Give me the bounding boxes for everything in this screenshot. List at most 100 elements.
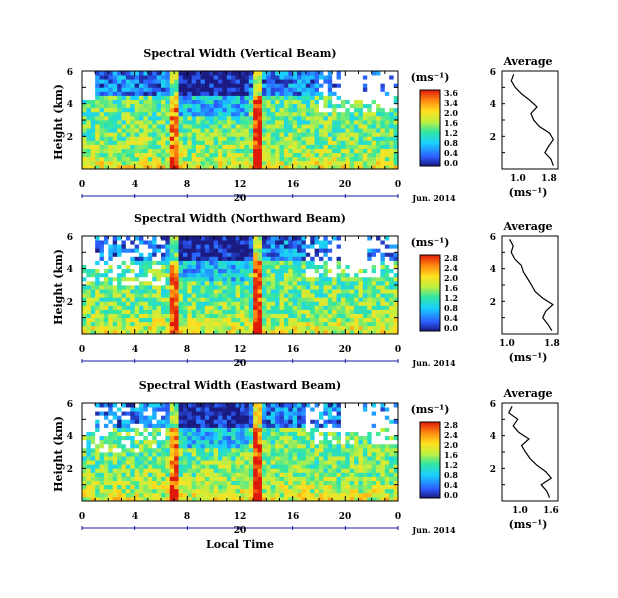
heatmap-cell [191,136,197,141]
heatmap-cell [161,132,166,137]
heatmap-cell [174,140,179,145]
heatmap-cell [182,136,188,141]
heatmap-cell [292,435,298,441]
heatmap-cell [231,452,237,457]
heatmap-cell [393,132,399,137]
heatmap-cell [178,427,184,432]
heatmap-cell [345,107,351,113]
heatmap-cell [117,472,122,477]
heatmap-cell [270,411,276,416]
heatmap-cell [165,248,171,253]
heatmap-cell [266,313,272,319]
heatmap-cell [253,309,258,314]
heatmap-cell [292,71,298,76]
heatmap-cell [327,325,333,331]
heatmap-cell [301,407,307,412]
heatmap-cell [169,452,175,457]
heatmap-cell [182,148,188,154]
heatmap-cell [191,435,197,441]
heatmap-cell [130,492,136,498]
heatmap-cell [196,103,201,109]
heatmap-cell [182,297,188,302]
heatmap-cell [305,492,311,498]
heatmap-cell [371,260,377,265]
heatmap-cell [86,289,92,294]
heatmap-cell [147,83,153,88]
heatmap-cell [99,407,105,412]
heatmap-cell [288,280,294,286]
heatmap-cell [301,248,307,253]
heatmap-cell [226,484,232,490]
heatmap-cell [279,260,285,265]
heatmap-cell [82,443,87,449]
heatmap-cell [376,325,381,331]
heatmap-cell [125,484,131,490]
heatmap-cell [165,107,171,113]
heatmap-cell [288,244,294,249]
heatmap-cell [90,280,96,286]
heatmap-cell [218,488,223,494]
heatmap-cell [143,75,149,80]
heatmap-cell [204,496,210,502]
heatmap-cell [218,452,223,457]
heatmap-cell [266,329,272,335]
heatmap-cell [125,75,131,80]
heatmap-cell [310,321,316,327]
heatmap-cell [95,244,100,249]
heatmap-cell [297,276,302,282]
heatmap-cell [130,132,136,137]
heatmap-cell [345,329,351,335]
heatmap-cell [301,87,307,92]
heatmap-cell [169,297,175,302]
heatmap-cell [103,329,109,335]
heatmap-cell [90,276,96,282]
heatmap-cell [187,452,193,457]
heatmap-cell [310,144,316,149]
heatmap-cell [174,476,179,481]
heatmap-cell [169,71,175,76]
heatmap-cell [99,321,105,327]
heatmap-cell [226,244,232,249]
heatmap-cell [209,472,215,477]
heatmap-cell [139,252,144,257]
heatmap-cell [345,244,351,249]
heatmap-cell [169,321,175,327]
heatmap-cell [152,164,158,170]
heatmap-cell [90,419,96,424]
heatmap-cell [117,403,122,408]
heatmap-cell [143,321,149,327]
heatmap-cell [174,256,179,261]
heatmap-cell [156,71,162,76]
heatmap-cell [178,83,184,88]
heatmap-cell [112,264,118,270]
heatmap-cell [165,321,171,327]
heatmap-cell [90,148,96,154]
heatmap-cell [82,427,87,432]
heatmap-cell [340,272,346,278]
heatmap-cell [248,309,254,314]
heatmap-cell [297,91,302,96]
heatmap-cell [261,309,267,314]
heatmap-cell [319,468,324,473]
heatmap-cell [95,427,100,432]
heatmap-cell [112,87,118,92]
heatmap-cell [86,111,92,117]
heatmap-cell [112,79,118,84]
heatmap-cell [130,329,136,335]
heatmap-cell [200,152,206,158]
heatmap-cell [231,447,237,453]
heatmap-cell [200,268,206,274]
heatmap-cell [200,407,206,412]
heatmap-cell [248,423,254,428]
heatmap-cell [200,140,206,145]
heatmap-cell [345,115,351,121]
heatmap-cell [384,276,390,282]
heatmap-cell [279,144,285,149]
heatmap-cell [209,160,215,166]
heatmap-cell [222,115,228,121]
heatmap-cell [117,313,122,319]
heatmap-cell [187,79,193,84]
heatmap-cell [178,439,184,445]
heatmap-cell [235,472,241,477]
heatmap-cell [358,115,364,121]
